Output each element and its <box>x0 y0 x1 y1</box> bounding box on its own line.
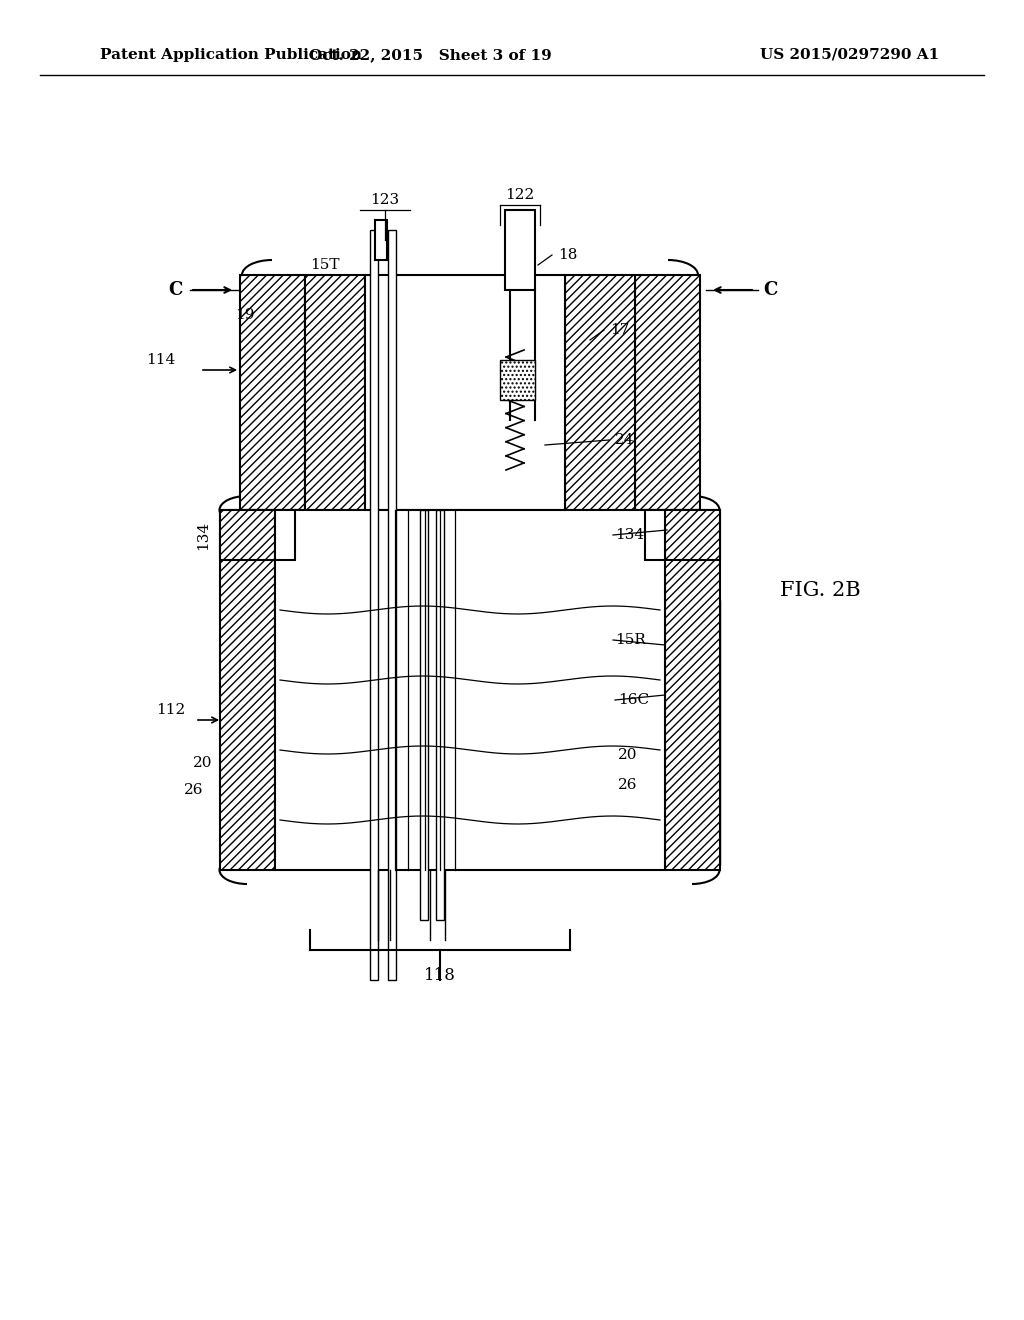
Bar <box>665 601 720 865</box>
Bar <box>436 510 444 920</box>
Text: 15T: 15T <box>310 257 340 272</box>
Bar <box>275 510 665 870</box>
Bar <box>305 275 365 510</box>
Text: C: C <box>168 281 182 300</box>
Bar <box>370 230 378 979</box>
Text: 18: 18 <box>558 248 578 261</box>
Text: 112: 112 <box>156 704 185 717</box>
Text: C: C <box>763 281 777 300</box>
Text: 20: 20 <box>618 748 638 762</box>
Text: 17: 17 <box>610 323 630 337</box>
Bar <box>420 510 428 920</box>
Bar <box>375 220 387 260</box>
Text: 118: 118 <box>424 966 456 983</box>
Bar <box>565 275 635 510</box>
Bar <box>500 360 535 400</box>
Bar <box>665 510 720 560</box>
Text: 122: 122 <box>506 187 535 202</box>
Text: FIG. 2B: FIG. 2B <box>779 581 860 599</box>
Text: 26: 26 <box>618 777 638 792</box>
Text: 26: 26 <box>183 783 203 797</box>
Text: Patent Application Publication: Patent Application Publication <box>100 48 362 62</box>
Bar <box>388 230 396 979</box>
Bar <box>220 510 275 560</box>
Text: Oct. 22, 2015   Sheet 3 of 19: Oct. 22, 2015 Sheet 3 of 19 <box>308 48 551 62</box>
Text: 134: 134 <box>615 528 644 543</box>
Bar <box>220 510 275 870</box>
Bar <box>665 510 720 870</box>
Text: 134: 134 <box>196 520 210 549</box>
Text: 15R: 15R <box>615 634 646 647</box>
Bar <box>220 601 275 865</box>
Bar <box>645 510 665 560</box>
Bar <box>365 275 565 510</box>
Text: 16C: 16C <box>618 693 649 708</box>
Bar <box>635 275 700 510</box>
Text: US 2015/0297290 A1: US 2015/0297290 A1 <box>761 48 940 62</box>
Text: 24: 24 <box>615 433 635 447</box>
Bar <box>505 210 535 290</box>
Text: 19: 19 <box>236 308 255 322</box>
Text: 20: 20 <box>193 756 212 770</box>
Bar <box>275 510 295 560</box>
Text: 123: 123 <box>371 193 399 207</box>
Bar <box>240 275 305 510</box>
Text: 114: 114 <box>145 352 175 367</box>
